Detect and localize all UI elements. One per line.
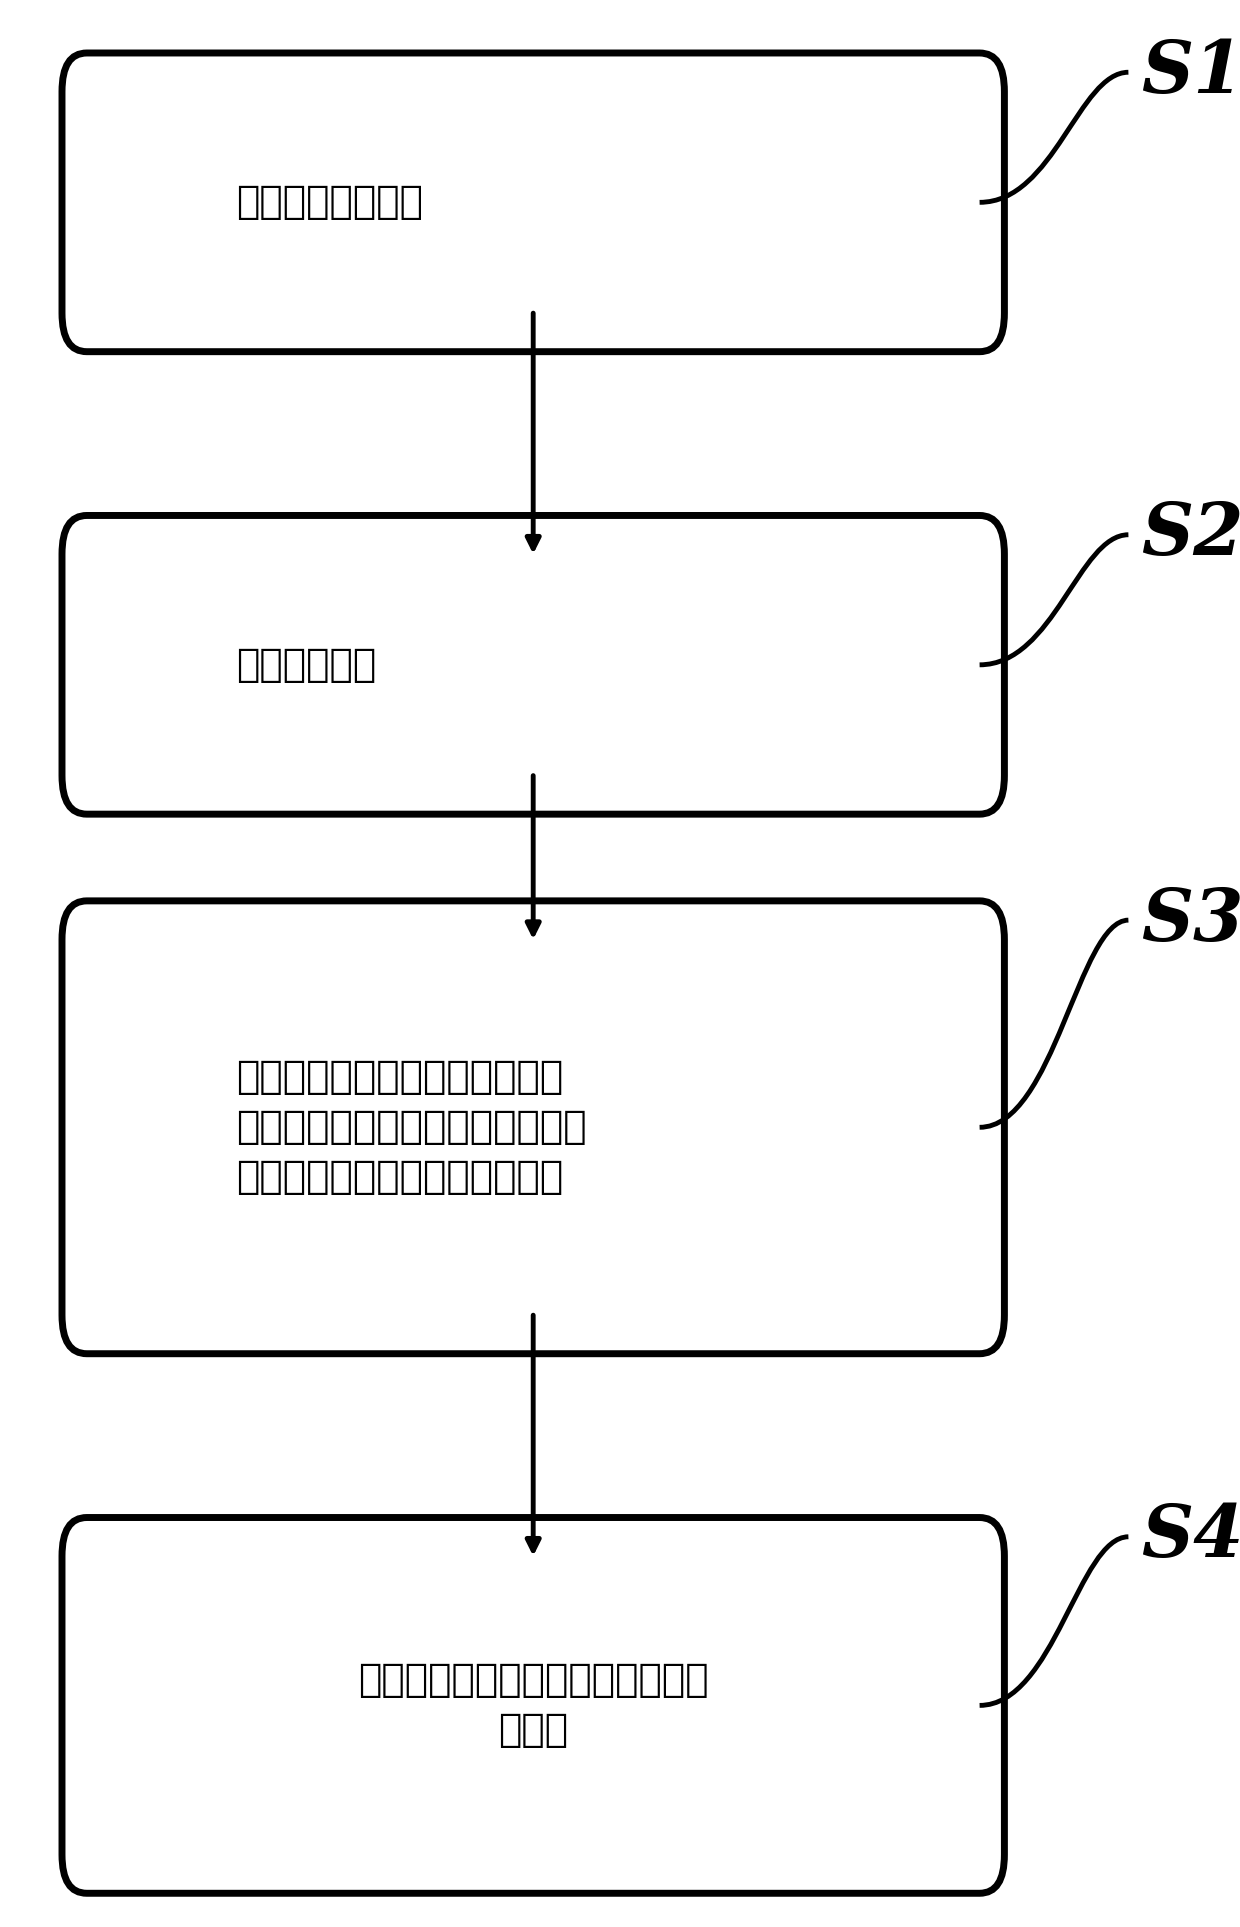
Text: 构建信号传输模型: 构建信号传输模型 (236, 183, 423, 222)
Text: S1: S1 (1141, 37, 1240, 108)
Text: S2: S2 (1141, 499, 1240, 570)
FancyBboxPatch shape (62, 902, 1004, 1353)
FancyBboxPatch shape (62, 515, 1004, 815)
Text: S4: S4 (1141, 1501, 1240, 1572)
FancyBboxPatch shape (62, 52, 1004, 351)
Text: 依据时间分配值获取功率分割比的
闭式解: 依据时间分配值获取功率分割比的 闭式解 (358, 1661, 708, 1750)
Text: S3: S3 (1141, 884, 1240, 956)
Text: 依据硬件损伤下传输性能的上界
值，采用基于松弛上界的低复杂度
优化方法获取系统的时间分配值: 依据硬件损伤下传输性能的上界 值，采用基于松弛上界的低复杂度 优化方法获取系统的… (236, 1058, 587, 1197)
FancyBboxPatch shape (62, 1518, 1004, 1892)
Text: 构建优化公式: 构建优化公式 (236, 646, 376, 684)
